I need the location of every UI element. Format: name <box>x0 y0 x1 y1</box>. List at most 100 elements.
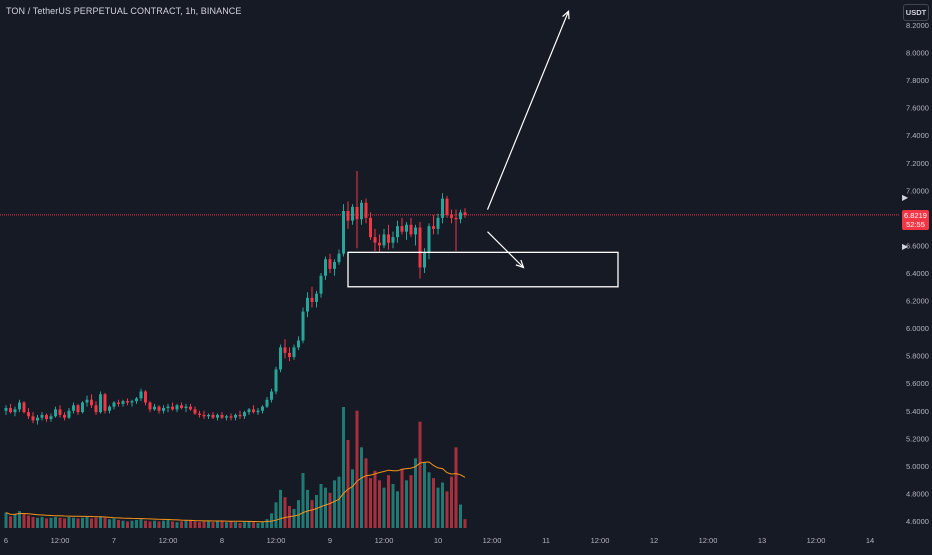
candle-body <box>333 261 336 269</box>
candle <box>369 212 372 240</box>
price-axis[interactable]: 8.2000 8.0000 7.8000 7.6000 7.4000 7.2000 7.00… <box>906 21 929 526</box>
candle <box>310 286 314 308</box>
volume-bar <box>351 469 354 528</box>
volume-bar <box>279 489 282 528</box>
candle <box>211 412 215 420</box>
candle-body <box>445 198 449 216</box>
volume-bars <box>4 407 467 528</box>
volume-bar <box>373 470 377 528</box>
candle <box>364 198 368 224</box>
candle <box>297 336 300 351</box>
candle <box>166 403 170 413</box>
volume-bar <box>171 521 174 528</box>
candle <box>126 398 129 406</box>
volume-bar <box>355 410 359 528</box>
candle <box>157 405 161 414</box>
time-tick-label: 12:00 <box>375 536 394 545</box>
candle-body <box>310 297 314 302</box>
time-axis[interactable]: 6 12:00 7 12:00 8 12:00 9 12:00 10 12:00 11 12:00 12… <box>4 536 874 545</box>
volume-bar <box>139 519 143 528</box>
candle-body <box>76 405 80 413</box>
candle-body <box>234 414 237 418</box>
bar-countdown: 52:55 <box>906 220 925 229</box>
volume-bar <box>184 520 188 528</box>
volume-bar <box>265 519 269 528</box>
volume-bar <box>40 517 44 528</box>
candle-body <box>99 394 102 413</box>
volume-bar <box>153 520 156 528</box>
candle <box>216 413 219 421</box>
candle <box>36 414 39 425</box>
candle-body <box>202 414 206 417</box>
candle <box>54 406 57 418</box>
candle <box>301 307 305 344</box>
candle <box>360 199 363 225</box>
time-tick-label: 12 <box>650 536 658 545</box>
volume-bar <box>229 521 233 528</box>
volume-bar <box>346 440 350 528</box>
candle-body <box>346 211 350 221</box>
volume-bar <box>45 518 48 528</box>
candle <box>256 408 260 415</box>
candle-body <box>184 406 188 409</box>
bullish-arrow-head <box>562 9 570 20</box>
candle <box>121 399 125 407</box>
candle-body <box>351 206 354 221</box>
volume-bar <box>36 517 39 528</box>
candle-body <box>130 401 134 403</box>
price-tick-label: 8.2000 <box>906 21 929 30</box>
candle <box>463 208 467 218</box>
volume-bar <box>220 520 224 528</box>
candle-body <box>391 237 395 243</box>
currency-button[interactable]: USDT <box>903 4 929 21</box>
annotations <box>347 9 619 288</box>
candle-body <box>27 412 30 417</box>
volume-bar <box>72 517 75 528</box>
volume-bar <box>427 472 431 528</box>
candle <box>292 344 296 360</box>
candle-body <box>373 237 377 243</box>
volume-bar <box>423 462 426 528</box>
candle <box>378 234 381 253</box>
candle-body <box>166 406 170 409</box>
candle-body <box>189 406 192 410</box>
pullback-arrow-shaft <box>487 231 524 268</box>
candle-body <box>112 402 116 407</box>
volume-bar <box>94 517 98 528</box>
volume-bar <box>175 522 179 528</box>
price-tick-label: 7.6000 <box>906 104 929 113</box>
volume-bar <box>157 521 161 528</box>
candle <box>22 401 26 414</box>
volume-bar <box>409 475 413 528</box>
candle <box>94 401 98 415</box>
volume-bar <box>54 517 57 528</box>
candle-body <box>108 406 111 411</box>
volume-bar <box>193 521 197 528</box>
candle <box>405 222 408 240</box>
candle <box>193 406 197 415</box>
time-tick-label: 14 <box>866 536 874 545</box>
time-tick-label: 12:00 <box>159 536 178 545</box>
volume-bar <box>211 522 215 528</box>
candle-body <box>117 402 120 404</box>
volume-bar <box>252 522 255 528</box>
candle-body <box>85 399 89 403</box>
candle <box>274 366 278 395</box>
volume-bar <box>324 487 327 528</box>
volume-bar <box>333 480 336 528</box>
volume-bar <box>301 473 305 528</box>
volume-bar <box>31 517 35 528</box>
price-marker-up-icon: ▶ <box>902 193 909 202</box>
volume-bar <box>247 521 251 528</box>
candle <box>247 408 251 415</box>
candle <box>328 253 332 273</box>
candle-body <box>261 406 264 411</box>
pullback-arrow-head <box>515 259 525 269</box>
volume-bar <box>414 458 417 528</box>
candle <box>283 339 287 359</box>
volume-bar <box>103 517 107 528</box>
price-tick-label: 5.0000 <box>906 462 929 471</box>
candle-body <box>252 409 255 413</box>
